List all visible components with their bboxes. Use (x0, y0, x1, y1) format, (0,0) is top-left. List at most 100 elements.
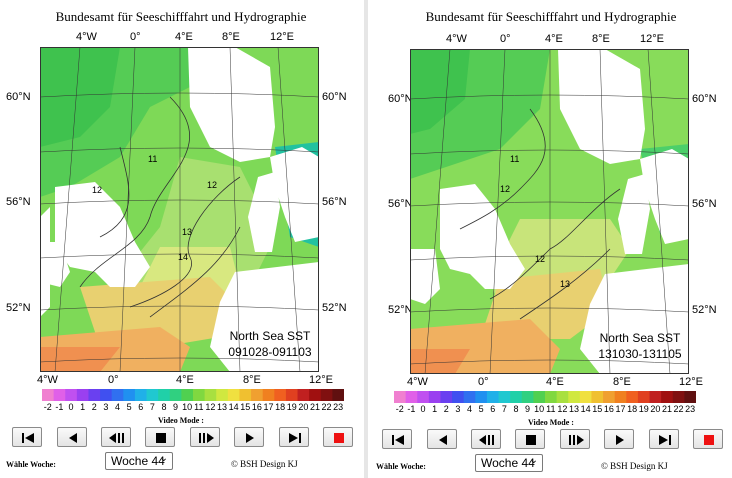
lat-label-left: 56°N (388, 198, 413, 210)
colorbar-swatch (88, 389, 101, 401)
record-button[interactable] (693, 429, 723, 449)
lat-label-right: 56°N (322, 196, 347, 208)
week-select-value: Woche 44 (481, 456, 535, 470)
sst-period: 091028-091103 (228, 345, 312, 359)
colorbar-swatch (405, 391, 418, 403)
skip-to-end-button[interactable] (649, 429, 679, 449)
panel-title: Bundesamt für Seeschifffahrt und Hydrogr… (425, 9, 677, 24)
step-back-icon (69, 433, 77, 443)
colorbar-label: -1 (407, 404, 416, 414)
colorbar-label: 7 (149, 402, 155, 412)
colorbar-label: 12 (557, 404, 568, 414)
lat-label-left: 52°N (388, 304, 413, 316)
colorbar-label: 1 (432, 404, 438, 414)
colorbar-swatch (463, 391, 476, 403)
colorbar-swatch (158, 389, 171, 401)
lon-label-top: 8°E (222, 31, 240, 43)
lon-label-bottom: 12°E (679, 376, 703, 388)
skip-to-start-button[interactable] (12, 427, 42, 447)
isotherm-label: 12 (535, 254, 546, 264)
colorbar-label: 22 (321, 402, 332, 412)
play-backward-icon (479, 435, 494, 445)
skip-to-start-button[interactable] (382, 429, 412, 449)
colorbar-label: 0 (68, 402, 74, 412)
colorbar-swatch (533, 391, 546, 403)
colorbar-label: -2 (43, 402, 52, 412)
colorbar-swatch (193, 389, 206, 401)
week-select[interactable]: Woche 44 ⌄ (105, 452, 173, 470)
lon-label-bottom: 4°E (176, 374, 194, 386)
sst-panel-right: Bundesamt für Seeschifffahrt und Hydrogr… (370, 0, 732, 478)
colorbar-label: 10 (534, 404, 545, 414)
chevron-down-icon: ⌄ (159, 453, 168, 464)
colorbar-swatch (332, 389, 344, 401)
colorbar-swatch (204, 389, 217, 401)
stop-button[interactable] (515, 429, 545, 449)
step-back-button[interactable] (57, 427, 87, 447)
colorbar-swatch (626, 391, 639, 403)
colorbar-label: 19 (638, 404, 649, 414)
colorbar-swatch (100, 389, 113, 401)
lat-label-right: 52°N (322, 302, 347, 314)
colorbar-label: 17 (263, 402, 274, 412)
temperature-colorbar (42, 389, 344, 401)
step-forward-button[interactable] (604, 429, 634, 449)
play-forward-button[interactable] (190, 427, 220, 447)
colorbar-label: -2 (395, 404, 404, 414)
week-select-value: Woche 44 (111, 454, 165, 468)
lon-label-bottom: 12°E (309, 374, 333, 386)
step-back-icon (439, 435, 447, 445)
stop-icon (526, 435, 536, 445)
skip-to-start-icon (392, 435, 404, 445)
colorbar-swatch (216, 389, 229, 401)
colorbar-swatch (672, 391, 685, 403)
temperature-colorbar (394, 391, 696, 403)
colorbar-swatch (510, 391, 523, 403)
isotherm-label: 13 (560, 279, 571, 289)
colorbar-label: 21 (309, 402, 320, 412)
lon-label-bottom: 8°E (243, 374, 261, 386)
colorbar-labels: -2 -1 0 1 2 3 4 5 6 7 8 9 10 11 12 13 14 15 16 17 18 19 20 21 22… (394, 404, 696, 416)
lon-label-top: 0° (500, 33, 511, 45)
step-forward-button[interactable] (234, 427, 264, 447)
colorbar-label: 20 (650, 404, 661, 414)
colorbar-swatch (309, 389, 322, 401)
lat-label-left: 60°N (388, 93, 413, 105)
colorbar-label: 15 (592, 404, 603, 414)
lon-label-top: 12°E (270, 31, 294, 43)
colorbar-label: 22 (673, 404, 684, 414)
stop-button[interactable] (145, 427, 175, 447)
lon-label-top: 4°W (76, 31, 97, 43)
skip-to-end-button[interactable] (279, 427, 309, 447)
record-button[interactable] (323, 427, 353, 447)
colorbar-swatch (274, 389, 287, 401)
colorbar-label: 11 (194, 402, 204, 412)
red-square-icon (334, 433, 344, 443)
colorbar-swatch (545, 391, 558, 403)
colorbar-label: 12 (205, 402, 216, 412)
colorbar-label: 18 (627, 404, 638, 414)
sst-map: 11 12 12 13 14 North Sea SST 091028-0911… (39, 46, 320, 373)
colorbar-swatch (65, 389, 78, 401)
colorbar-label: 15 (240, 402, 251, 412)
play-forward-button[interactable] (560, 429, 590, 449)
play-backward-button[interactable] (101, 427, 131, 447)
colorbar-label: 8 (161, 402, 167, 412)
colorbar-label: 13 (217, 402, 228, 412)
colorbar-swatch (42, 389, 55, 401)
red-square-icon (704, 435, 714, 445)
colorbar-label: 13 (569, 404, 580, 414)
colorbar-label: 5 (126, 402, 132, 412)
colorbar-swatch (134, 389, 148, 401)
play-backward-icon (109, 433, 124, 443)
week-select[interactable]: Woche 44 ⌄ (475, 454, 543, 472)
skip-to-end-icon (289, 433, 301, 443)
play-backward-button[interactable] (471, 429, 501, 449)
isotherm-label: 12 (207, 180, 218, 190)
lon-label-bottom: 0° (108, 374, 119, 386)
step-back-button[interactable] (427, 429, 457, 449)
colorbar-label: 14 (228, 402, 239, 412)
colorbar-swatch (614, 391, 627, 403)
isotherm-label: 12 (92, 185, 103, 195)
colorbar-swatch (428, 391, 441, 403)
